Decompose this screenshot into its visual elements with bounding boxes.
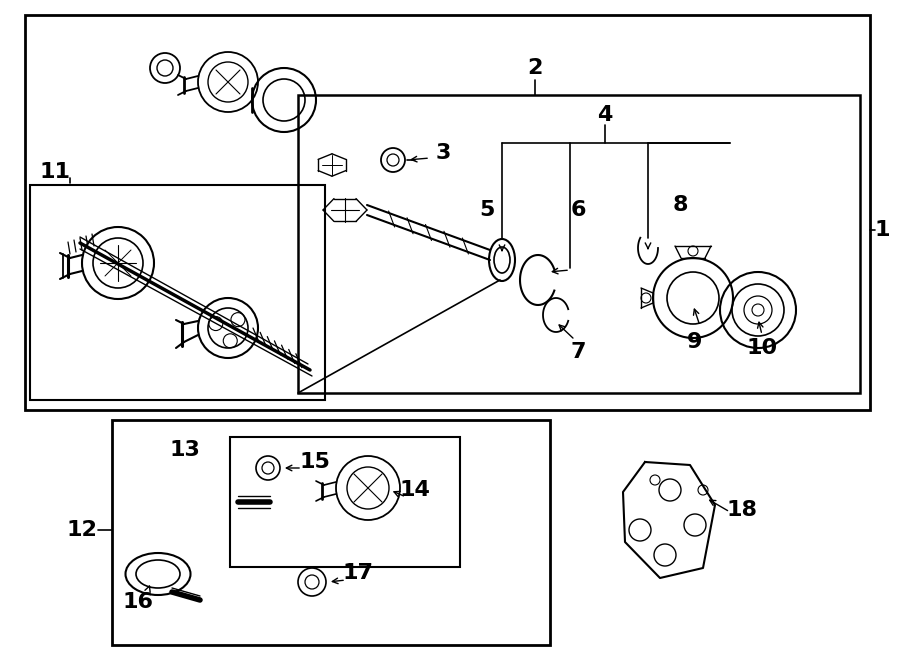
Text: 14: 14: [400, 480, 430, 500]
Bar: [112, 420, 550, 645]
Text: 5: 5: [480, 200, 495, 220]
Text: 12: 12: [67, 520, 97, 540]
Text: 9: 9: [688, 332, 703, 352]
Bar: [30, 185, 325, 400]
Text: 16: 16: [122, 592, 154, 612]
Text: 3: 3: [436, 143, 451, 163]
Text: 18: 18: [726, 500, 758, 520]
Text: 1: 1: [874, 220, 890, 240]
Text: 4: 4: [598, 105, 613, 125]
Bar: [298, 95, 860, 393]
Bar: [230, 437, 460, 567]
Text: 10: 10: [746, 338, 778, 358]
Text: 17: 17: [343, 563, 373, 583]
Text: 8: 8: [672, 195, 688, 215]
Text: 2: 2: [527, 58, 543, 78]
Text: 11: 11: [40, 162, 70, 182]
Text: 6: 6: [571, 200, 586, 220]
Text: 13: 13: [169, 440, 201, 460]
Bar: [25, 15, 870, 410]
Text: 7: 7: [571, 342, 586, 362]
Text: 15: 15: [300, 452, 330, 472]
